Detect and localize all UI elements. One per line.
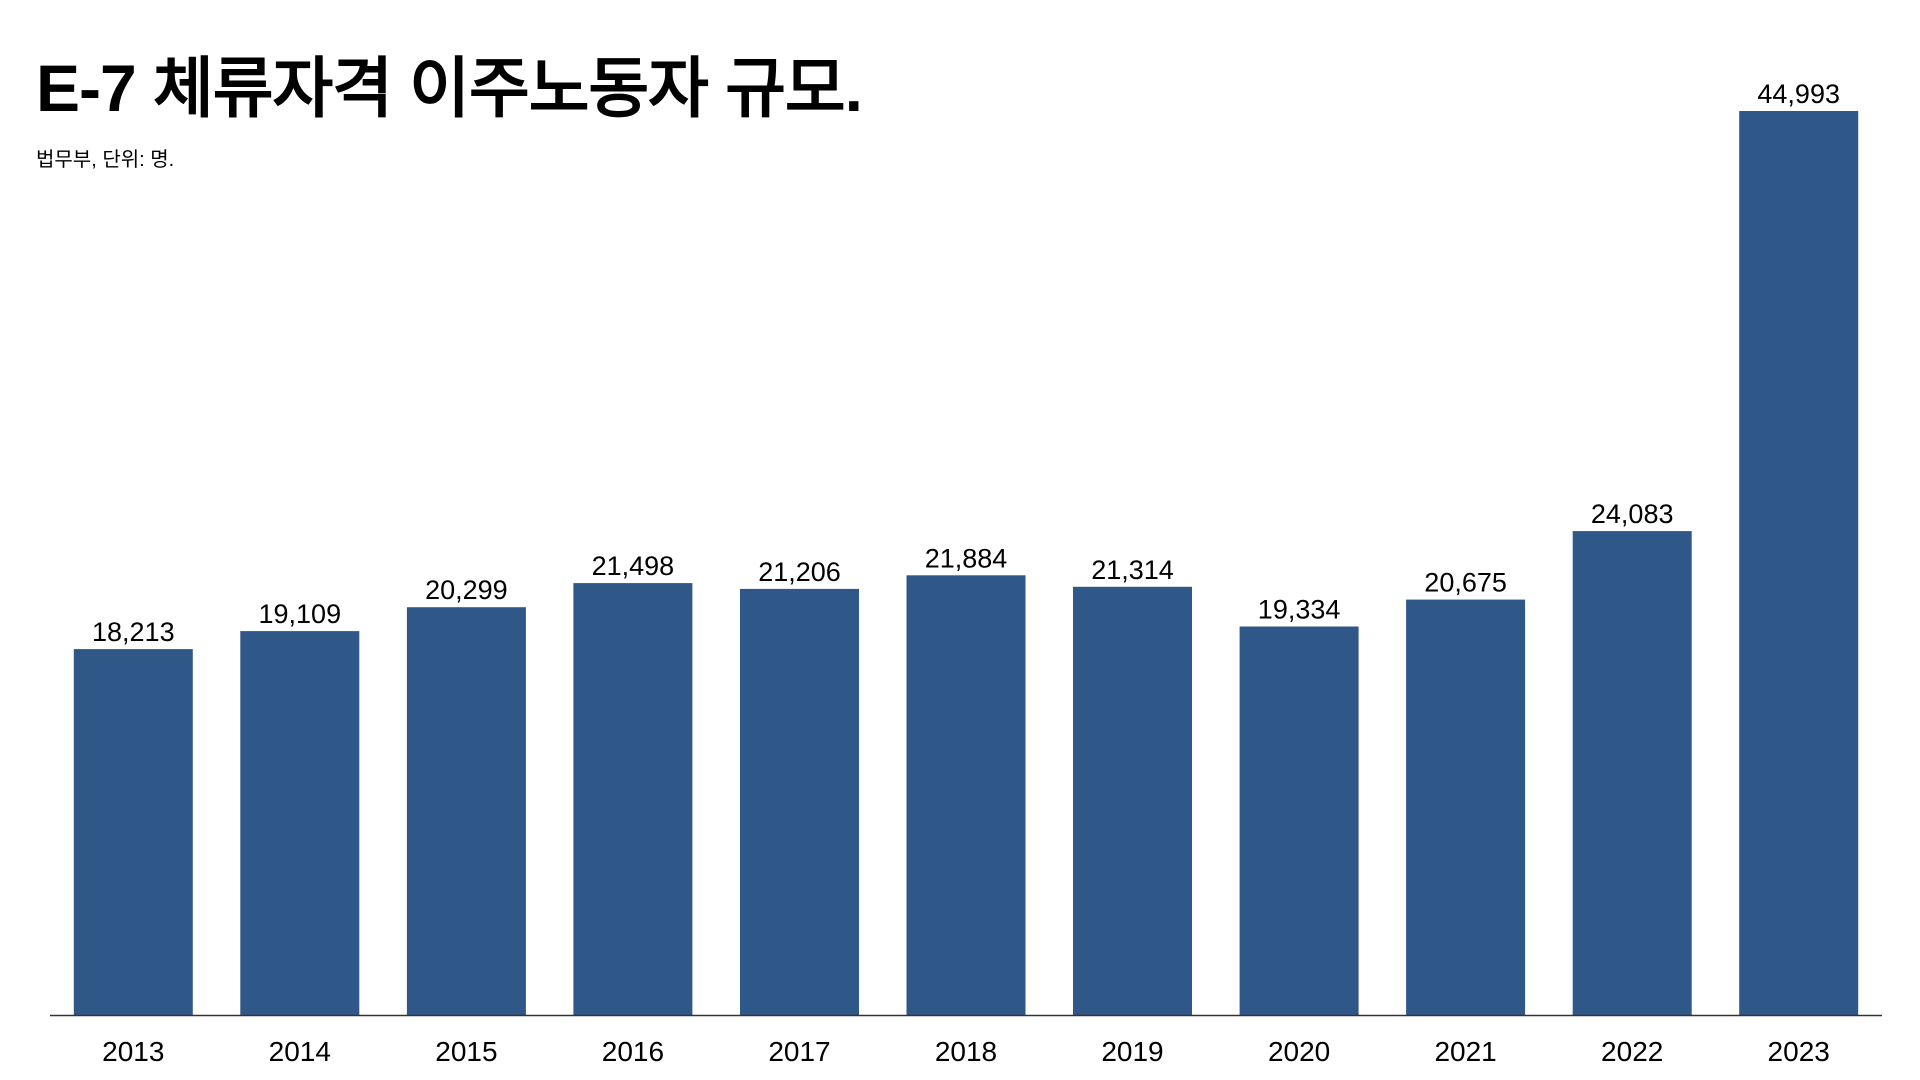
x-tick-label-2014: 2014 — [269, 1036, 331, 1067]
bar-value-label-2017: 21,206 — [758, 557, 841, 587]
x-tick-label-2015: 2015 — [435, 1036, 497, 1067]
bar-2022 — [1572, 531, 1692, 1015]
x-tick-label-2023: 2023 — [1768, 1036, 1830, 1067]
bar-value-label-2021: 20,675 — [1424, 568, 1507, 598]
x-tick-label-2017: 2017 — [768, 1036, 830, 1067]
bar-value-label-2022: 24,083 — [1591, 499, 1674, 529]
x-tick-label-2018: 2018 — [935, 1036, 997, 1067]
bar-2015 — [406, 607, 526, 1015]
bar-value-label-2015: 20,299 — [425, 575, 508, 605]
bar-2014 — [240, 631, 360, 1015]
value-labels-group: 18,213 19,109 20,299 21,498 21,206 21,884 21,3… — [92, 79, 1840, 647]
bar-value-label-2016: 21,498 — [592, 551, 675, 581]
x-tick-label-2020: 2020 — [1268, 1036, 1330, 1067]
bar-2023 — [1739, 111, 1859, 1015]
x-tick-labels-group: 2013 2014 2015 2016 2017 2018 2019 2020 2021 2022… — [102, 1036, 1830, 1067]
bar-value-label-2018: 21,884 — [925, 543, 1008, 573]
x-tick-label-2021: 2021 — [1434, 1036, 1496, 1067]
bar-value-label-2020: 19,334 — [1258, 595, 1341, 625]
chart-subtitle: 법무부, 단위: 명. — [36, 149, 175, 171]
x-tick-label-2016: 2016 — [602, 1036, 664, 1067]
chart-title: E-7 체류자격 이주노동자 규모. — [36, 51, 863, 125]
bar-2019 — [1073, 586, 1192, 1015]
bar-value-label-2019: 21,314 — [1091, 555, 1174, 585]
bar-2016 — [573, 583, 693, 1015]
bar-value-label-2014: 19,109 — [259, 599, 342, 629]
bar-2021 — [1406, 599, 1526, 1015]
bar-2013 — [73, 649, 193, 1015]
x-tick-label-2013: 2013 — [102, 1036, 164, 1067]
x-tick-label-2022: 2022 — [1601, 1036, 1663, 1067]
x-tick-label-2019: 2019 — [1101, 1036, 1163, 1067]
bar-value-label-2023: 44,993 — [1757, 79, 1840, 109]
bar-2020 — [1239, 626, 1359, 1015]
bar-2018 — [906, 575, 1026, 1015]
bars-group — [73, 111, 1859, 1015]
bar-2017 — [740, 588, 859, 1015]
bar-value-label-2013: 18,213 — [92, 617, 175, 647]
